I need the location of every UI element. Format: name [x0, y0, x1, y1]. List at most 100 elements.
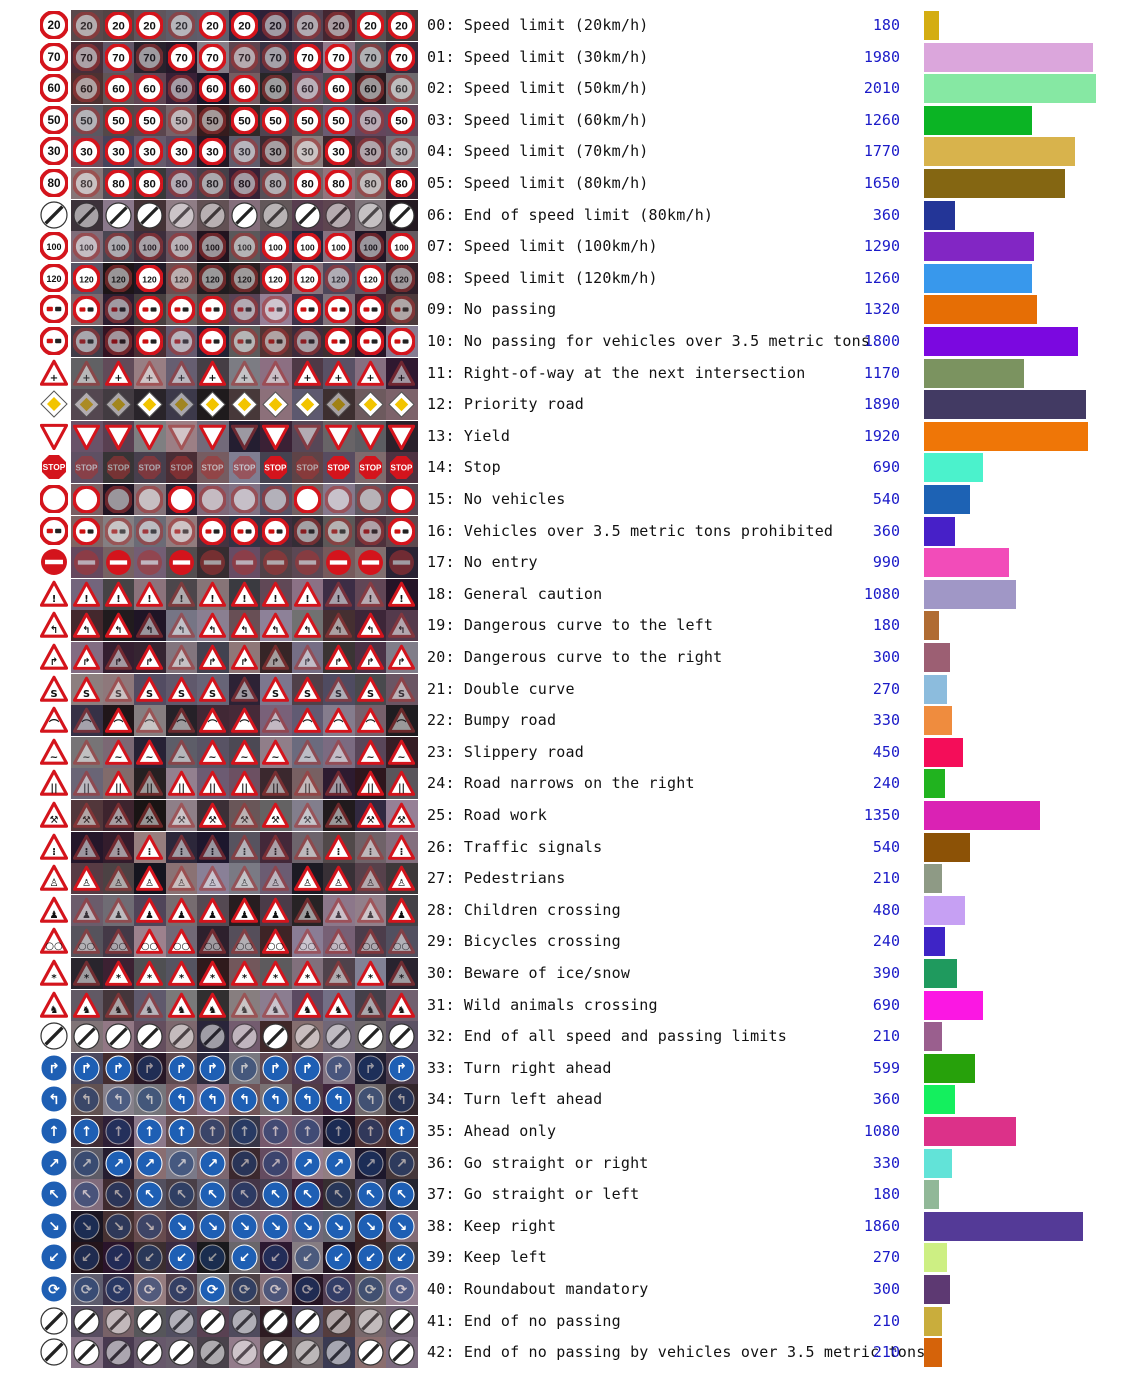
count-bar — [924, 327, 1079, 356]
sample-thumbnail: ♞ — [386, 989, 418, 1021]
sample-thumbnail — [197, 1337, 229, 1369]
svg-text:↙: ↙ — [81, 1250, 92, 1266]
sample-thumbnail: 50 — [386, 104, 418, 136]
svg-text:↙: ↙ — [48, 1250, 60, 1266]
svg-text:↱: ↱ — [240, 657, 248, 668]
sample-thumbnail: ↱ — [71, 1052, 103, 1084]
sample-thumbnail: 20 — [102, 10, 134, 41]
svg-text:STOP: STOP — [233, 464, 255, 473]
svg-text:120: 120 — [363, 274, 378, 284]
count-bar — [924, 832, 971, 862]
svg-text:↑: ↑ — [364, 1124, 375, 1140]
svg-text:⁝: ⁝ — [368, 847, 372, 858]
sample-image-strip: 60 60 60 60 60 60 60 60 60 60 60 — [71, 73, 418, 105]
class-count: 330 — [872, 711, 900, 730]
sample-thumbnail — [71, 420, 103, 452]
sample-thumbnail — [228, 1021, 260, 1053]
svg-text:↑: ↑ — [396, 1124, 407, 1140]
svg-text:30: 30 — [47, 145, 61, 158]
svg-text:S: S — [83, 689, 90, 700]
sample-thumbnail: 60 — [165, 73, 197, 105]
sample-thumbnail: ↖ — [165, 1179, 197, 1211]
sample-thumbnail: 100 — [386, 231, 418, 263]
svg-text:↖: ↖ — [81, 1187, 92, 1203]
svg-text:⟳: ⟳ — [48, 1282, 60, 1298]
sample-thumbnail: ♟ — [102, 894, 134, 926]
svg-text:30: 30 — [395, 147, 408, 159]
svg-text:100: 100 — [205, 242, 220, 252]
sample-thumbnail: ⚒ — [197, 800, 229, 831]
svg-text:○○: ○○ — [173, 941, 190, 952]
svg-text:60: 60 — [112, 83, 125, 95]
svg-text:100: 100 — [237, 242, 252, 252]
sample-thumbnail: ↖ — [71, 1179, 103, 1211]
count-bar — [924, 232, 1035, 262]
speed-limit-20-icon: 20 — [39, 10, 69, 40]
svg-text:↘: ↘ — [48, 1219, 60, 1235]
svg-text:20: 20 — [175, 20, 188, 32]
sample-thumbnail: ↖ — [386, 1179, 418, 1211]
svg-text:⚒: ⚒ — [240, 815, 249, 826]
svg-text:↰: ↰ — [177, 625, 185, 636]
sample-thumbnail: ↗ — [165, 1147, 197, 1179]
chart-row: ↱ ↱ ↱ ↱ ↱ ↱ ↱ ↱ ↱ ↱ ↱ ↱ 33: Turn right ahead 599 — [0, 1052, 1124, 1085]
svg-text:↱: ↱ — [333, 1061, 344, 1077]
sample-thumbnail: ! — [354, 578, 386, 610]
sample-thumbnail — [354, 1305, 386, 1337]
svg-text:50: 50 — [238, 115, 251, 127]
svg-text:100: 100 — [79, 242, 94, 252]
svg-text:↑: ↑ — [48, 1124, 60, 1140]
sample-thumbnail: ↰ — [197, 610, 229, 642]
svg-text:↰: ↰ — [50, 625, 58, 636]
sample-thumbnail: ↱ — [102, 642, 134, 673]
sample-thumbnail: ⟳ — [197, 1274, 229, 1305]
svg-text:50: 50 — [395, 115, 408, 127]
count-bar — [924, 1180, 940, 1210]
chart-row: || || || || || || || || || || || || 24: Road narrows… — [0, 768, 1124, 800]
sample-thumbnail: S — [291, 673, 323, 705]
svg-text:*: * — [84, 973, 89, 984]
svg-text:30: 30 — [364, 147, 377, 159]
sample-thumbnail: ⌒ — [228, 705, 260, 737]
sample-thumbnail — [291, 294, 323, 326]
speed-limit-100-icon: 100 — [39, 231, 69, 262]
svg-text:↙: ↙ — [175, 1250, 186, 1266]
sample-thumbnail: ↑ — [386, 1116, 418, 1147]
svg-text:70: 70 — [395, 52, 408, 64]
sample-thumbnail — [71, 1337, 103, 1369]
sample-image-strip: ↖ ↖ ↖ ↖ ↖ ↖ ↖ ↖ ↖ ↖ ↖ — [71, 1179, 418, 1211]
sample-thumbnail: 50 — [228, 104, 260, 136]
svg-text:↱: ↱ — [301, 1061, 312, 1077]
svg-text:↗: ↗ — [238, 1156, 249, 1172]
sample-thumbnail: ♙ — [228, 863, 260, 895]
svg-text:♞: ♞ — [82, 1005, 91, 1016]
sample-thumbnail — [165, 420, 197, 452]
sample-thumbnail: ○○ — [354, 926, 386, 958]
sample-image-strip: ⟳ ⟳ ⟳ ⟳ ⟳ ⟳ ⟳ ⟳ ⟳ ⟳ ⟳ — [71, 1274, 418, 1305]
svg-text:↰: ↰ — [82, 625, 90, 636]
sample-thumbnail: ↗ — [197, 1147, 229, 1179]
priority-road-icon — [40, 390, 68, 418]
svg-text:||: || — [398, 783, 405, 794]
count-bar — [924, 1053, 976, 1083]
sample-thumbnail: || — [134, 768, 166, 800]
svg-text:S: S — [178, 689, 185, 700]
class-label: 14: Stop — [427, 458, 501, 477]
sample-thumbnail: ↘ — [134, 1210, 166, 1242]
sample-thumbnail — [71, 515, 103, 547]
sample-thumbnail: ~ — [134, 736, 166, 768]
class-count: 1170 — [863, 363, 900, 382]
svg-text:+: + — [303, 373, 311, 384]
svg-text:↙: ↙ — [238, 1250, 249, 1266]
svg-text:70: 70 — [143, 52, 156, 64]
chart-row: + + + + + + + + + + + +11: Right-of-way at the next… — [0, 357, 1124, 390]
svg-text:80: 80 — [332, 178, 345, 190]
class-count: 360 — [872, 521, 900, 540]
svg-text:50: 50 — [301, 115, 314, 127]
svg-text:♟: ♟ — [114, 910, 123, 921]
sample-thumbnail: 80 — [102, 168, 134, 199]
svg-text:30: 30 — [112, 147, 125, 159]
svg-text:!: ! — [399, 594, 403, 605]
sample-thumbnail: ↰ — [260, 610, 292, 642]
sample-image-strip: ⚒ ⚒ ⚒ ⚒ ⚒ ⚒ ⚒ ⚒ ⚒ ⚒ ⚒ — [71, 800, 418, 831]
